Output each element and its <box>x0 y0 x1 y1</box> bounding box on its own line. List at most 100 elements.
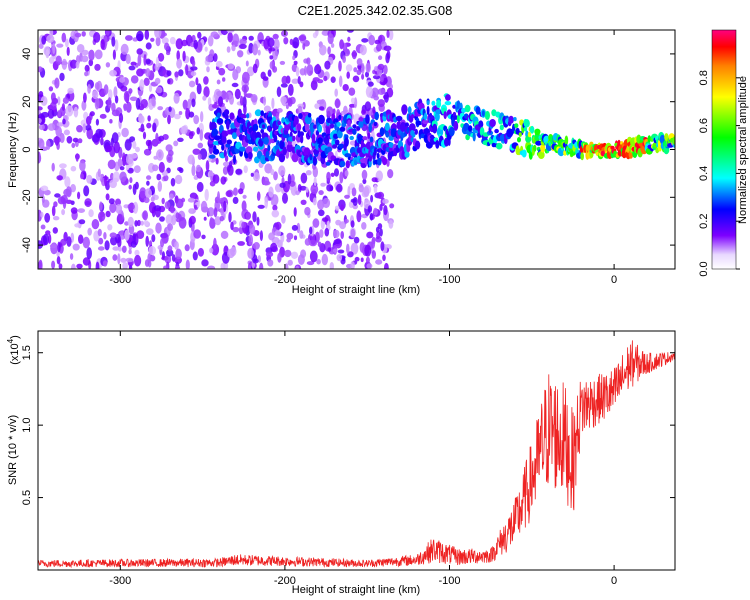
noise-blob <box>62 97 69 104</box>
trace-blob <box>535 140 543 146</box>
noise-blob <box>229 94 234 105</box>
noise-blob <box>267 69 272 77</box>
noise-blob <box>217 191 220 203</box>
noise-blob <box>108 198 115 205</box>
noise-blob <box>176 58 183 69</box>
trace-blob <box>463 122 470 132</box>
noise-blob <box>371 177 378 183</box>
trace-blob <box>521 149 527 158</box>
trace-blob <box>495 142 503 150</box>
noise-blob <box>216 90 223 97</box>
noise-blob <box>203 76 209 85</box>
noise-blob <box>44 212 51 223</box>
noise-blob <box>128 65 136 71</box>
noise-blob <box>210 31 219 38</box>
noise-blob <box>252 43 258 56</box>
noise-blob <box>350 242 359 255</box>
colorbar-ticks: 0.0 0.2 0.4 0.6 0.8 <box>698 70 740 277</box>
noise-blob <box>65 186 72 198</box>
noise-blob <box>204 188 209 201</box>
noise-blob <box>67 87 74 94</box>
noise-blob <box>134 249 140 256</box>
noise-blob <box>279 182 286 188</box>
trace-blob <box>415 140 421 150</box>
snr-multiplier-base: (x10 <box>9 343 21 364</box>
trace-blob <box>513 117 517 122</box>
noise-blob <box>339 39 344 50</box>
noise-blob <box>136 48 143 55</box>
noise-blob <box>189 215 196 225</box>
noise-blob <box>61 32 67 43</box>
noise-blob <box>292 37 300 49</box>
noise-blob <box>306 57 311 65</box>
trace-blob <box>444 137 449 147</box>
trace-blob <box>672 136 675 145</box>
noise-blob <box>88 209 94 218</box>
noise-blob <box>185 107 191 120</box>
trace-blob <box>436 99 442 109</box>
noise-blob <box>41 111 49 118</box>
trace-blob <box>423 112 428 121</box>
noise-blob <box>55 126 62 137</box>
noise-blob <box>139 187 147 199</box>
noise-blob <box>109 202 117 214</box>
noise-blob <box>343 48 351 57</box>
noise-blob <box>302 42 306 50</box>
snr-y-ticks: 0.5 1.0 1.5 <box>21 345 675 505</box>
noise-blob <box>373 184 378 194</box>
noise-blob <box>285 104 289 110</box>
noise-blob <box>340 231 345 239</box>
noise-blob <box>314 103 320 109</box>
noise-blob <box>50 101 57 111</box>
noise-blob <box>155 36 161 47</box>
spectrogram-x-tick-label: -300 <box>109 274 131 286</box>
trace-blob <box>407 106 412 115</box>
noise-blob <box>316 99 325 105</box>
noise-blob <box>367 205 373 213</box>
trace-blob <box>239 146 246 152</box>
noise-blob <box>297 76 301 85</box>
noise-blob <box>125 101 132 113</box>
noise-blob <box>371 250 376 259</box>
noise-blob <box>352 75 360 83</box>
noise-blob <box>329 185 334 192</box>
noise-blob <box>272 66 278 73</box>
noise-blob <box>167 78 171 85</box>
noise-blob <box>361 38 369 43</box>
noise-blob <box>128 184 132 190</box>
noise-blob <box>322 217 329 222</box>
noise-blob <box>56 122 64 127</box>
noise-blob <box>76 44 85 53</box>
noise-blob <box>213 207 218 218</box>
trace-blob <box>377 157 382 166</box>
noise-blob <box>38 138 45 150</box>
noise-blob <box>174 71 179 78</box>
noise-blob <box>257 49 261 56</box>
noise-blob <box>257 204 265 209</box>
noise-blob <box>250 172 254 177</box>
trace-blob <box>533 144 537 152</box>
noise-blob <box>283 37 289 45</box>
noise-blob <box>53 216 60 221</box>
noise-blob <box>372 75 381 80</box>
noise-blob <box>304 238 311 246</box>
noise-blob <box>166 51 171 56</box>
noise-blob <box>271 97 275 110</box>
noise-blob <box>202 95 207 101</box>
noise-blob <box>97 228 102 237</box>
trace-blob <box>260 128 265 134</box>
noise-blob <box>152 122 157 133</box>
noise-blob <box>232 33 240 46</box>
noise-blob <box>223 200 227 212</box>
noise-blob <box>379 228 383 237</box>
trace-blob <box>376 152 380 159</box>
noise-blob <box>388 220 394 229</box>
noise-blob <box>272 204 278 211</box>
noise-blob <box>341 256 346 262</box>
noise-blob <box>197 142 204 149</box>
noise-blob <box>342 55 346 63</box>
noise-blob <box>227 32 233 43</box>
noise-blob <box>60 195 68 204</box>
noise-blob <box>350 228 356 238</box>
noise-blob <box>89 111 95 117</box>
